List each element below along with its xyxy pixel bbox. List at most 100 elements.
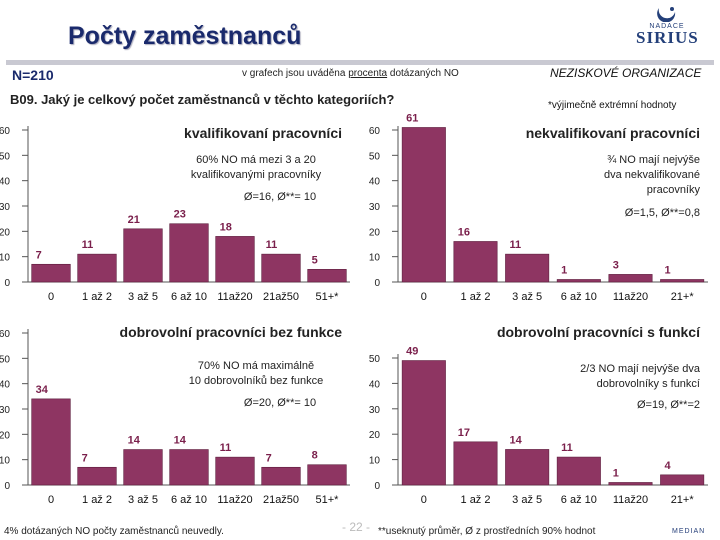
y-tick-label: 10 <box>0 456 10 467</box>
chart-annotation: dobrovolníky s funkcí <box>597 378 700 390</box>
chart-stats: Ø=1,5, Ø**=0,8 <box>625 207 700 219</box>
y-tick-label: 20 <box>0 430 10 441</box>
x-tick-label: 3 až 5 <box>512 291 542 303</box>
y-tick-label: 30 <box>0 202 10 213</box>
bar <box>453 241 498 283</box>
org-type: NEZISKOVÉ ORGANIZACE <box>550 66 702 80</box>
data-label: 18 <box>220 221 232 233</box>
data-label: 21 <box>128 214 140 226</box>
bar <box>123 449 163 486</box>
x-tick-label: 11až20 <box>217 291 252 303</box>
data-label: 7 <box>82 452 88 464</box>
x-tick-label: 3 až 5 <box>128 291 158 303</box>
bar <box>505 253 550 283</box>
y-tick-label: 40 <box>0 177 10 188</box>
chart-title: nekvalifikovaní pracovníci <box>526 125 700 141</box>
y-tick-label: 60 <box>0 329 10 340</box>
chart-stats: Ø=16, Ø**= 10 <box>244 191 316 203</box>
logo-line1: NADACE <box>649 23 685 30</box>
x-tick-label: 6 až 10 <box>171 291 207 303</box>
page-title: Počty zaměstnanců <box>68 22 302 50</box>
data-label: 16 <box>458 226 470 238</box>
data-label: 14 <box>174 435 187 447</box>
y-tick-label: 30 <box>369 405 381 416</box>
y-tick-label: 50 <box>0 151 10 162</box>
chart-annotation: 2/3 NO mají nejvýše dva <box>580 363 701 375</box>
x-tick-label: 11až20 <box>217 494 252 506</box>
chart-annotation: dva nekvalifikované <box>604 169 700 181</box>
logo-line2: SIRIUS <box>636 28 699 47</box>
sirius-logo: NADACE SIRIUS <box>636 6 698 62</box>
data-label: 11 <box>509 239 521 251</box>
y-tick-label: 10 <box>369 253 381 264</box>
bar <box>505 449 550 486</box>
y-tick-label: 10 <box>0 253 10 264</box>
bar <box>556 456 601 486</box>
bar <box>31 398 71 486</box>
question-text: B09. Jaký je celkový počet zaměstnanců v… <box>10 92 395 107</box>
x-tick-label: 51+* <box>316 494 340 506</box>
footnote-trimmed-mean: **useknutý průměr, Ø z prostředních 90% … <box>378 526 596 537</box>
bar <box>261 253 301 283</box>
x-tick-label: 11až20 <box>613 291 648 303</box>
y-tick-label: 10 <box>369 456 381 467</box>
bar <box>307 464 347 486</box>
bar <box>556 279 601 283</box>
data-label: 17 <box>458 427 470 439</box>
chart-stats: Ø=19, Ø**=2 <box>637 399 700 411</box>
x-tick-label: 0 <box>48 494 54 506</box>
data-label: 1 <box>613 467 619 479</box>
x-tick-label: 21až50 <box>263 494 299 506</box>
x-tick-label: 1 až 2 <box>461 291 491 303</box>
data-label: 11 <box>82 239 94 251</box>
percent-note-prefix: v grafech jsou uváděna <box>242 68 346 79</box>
bar <box>660 279 705 283</box>
y-tick-label: 0 <box>4 278 10 289</box>
y-tick-label: 60 <box>369 126 381 137</box>
bar <box>215 456 255 486</box>
y-tick-label: 50 <box>369 354 381 365</box>
data-label: 4 <box>664 460 671 472</box>
data-label: 34 <box>36 384 49 396</box>
chart-stats: Ø=20, Ø**= 10 <box>244 397 316 409</box>
x-tick-label: 0 <box>421 291 427 303</box>
y-tick-label: 30 <box>369 202 381 213</box>
bar <box>77 466 117 486</box>
chart-title: kvalifikovaní pracovníci <box>184 125 342 141</box>
data-label: 5 <box>312 254 318 266</box>
median-logo: MEDIAN <box>672 528 706 535</box>
chart-title: dobrovolní pracovníci s funkcí <box>497 324 701 340</box>
x-tick-label: 6 až 10 <box>561 494 597 506</box>
y-tick-label: 40 <box>369 379 381 390</box>
chart-annotation: 10 dobrovolníků bez funkce <box>189 375 324 387</box>
x-tick-label: 0 <box>48 291 54 303</box>
data-label: 11 <box>266 239 278 251</box>
data-label: 11 <box>220 442 232 454</box>
data-label: 23 <box>174 209 186 221</box>
y-tick-label: 20 <box>369 227 381 238</box>
x-tick-label: 3 až 5 <box>512 494 542 506</box>
y-tick-label: 50 <box>369 151 381 162</box>
y-tick-label: 60 <box>0 126 10 137</box>
bar <box>307 269 347 283</box>
y-tick-label: 50 <box>0 354 10 365</box>
bar <box>261 466 301 486</box>
y-tick-label: 0 <box>374 481 380 492</box>
x-tick-label: 0 <box>421 494 427 506</box>
chart-annotation: 60% NO má mezi 3 a 20 <box>196 154 316 166</box>
x-tick-label: 21+* <box>671 494 695 506</box>
bar <box>215 236 255 283</box>
sirius-logo-icon <box>657 7 676 22</box>
bar <box>123 228 163 283</box>
bar <box>31 263 71 283</box>
x-tick-label: 1 až 2 <box>82 494 112 506</box>
data-label: 3 <box>613 259 619 271</box>
chart-annotation: kvalifikovanými pracovníky <box>191 169 322 181</box>
data-label: 14 <box>509 434 522 446</box>
bar <box>77 253 117 283</box>
x-tick-label: 6 až 10 <box>561 291 597 303</box>
sample-size: N=210 <box>12 67 54 83</box>
percent-note: v grafech jsou uváděna procenta dotázaný… <box>242 68 459 79</box>
x-tick-label: 1 až 2 <box>461 494 491 506</box>
footnote-missing: 4% dotázaných NO počty zaměstnanců neuve… <box>4 526 224 537</box>
